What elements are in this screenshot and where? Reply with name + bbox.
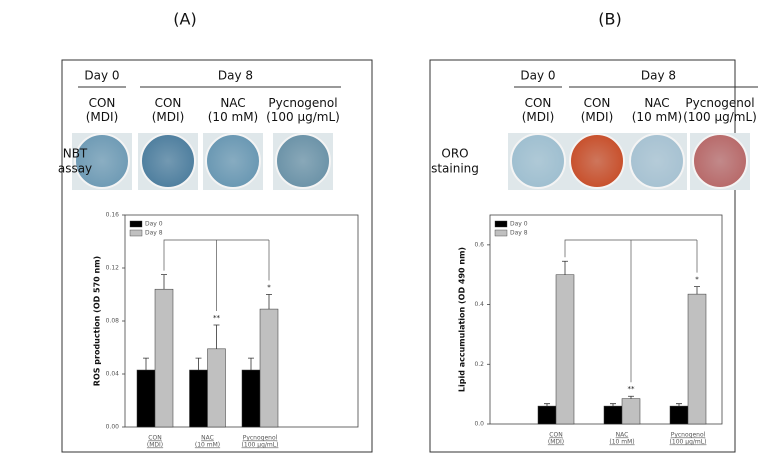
comparison-bracket xyxy=(163,239,270,311)
bar xyxy=(136,369,156,428)
legend-swatch xyxy=(129,229,143,237)
x-tick-label: Pycnogenol (100 μg/mL) xyxy=(242,434,279,448)
well xyxy=(629,133,685,189)
well xyxy=(205,133,261,189)
bar xyxy=(555,274,575,425)
bar xyxy=(154,288,174,428)
error-bar xyxy=(161,274,167,290)
y-tick-label: 0.2 xyxy=(474,361,484,368)
group-header: Day 0 xyxy=(520,69,555,83)
well-label: CON (MDI) xyxy=(86,96,119,124)
error-bar xyxy=(628,395,634,399)
error-bar xyxy=(694,286,700,295)
x-tick-label: NAC (10 mM) xyxy=(609,431,634,445)
row-label: NBT assay xyxy=(58,146,92,175)
y-axis-label: Lipid accumulation (OD 490 nm) xyxy=(458,247,467,392)
significance: * xyxy=(695,276,699,284)
group-header: Day 8 xyxy=(641,69,676,83)
error-bar xyxy=(266,294,272,310)
y-tick-label: 0.6 xyxy=(474,241,484,248)
bar xyxy=(259,308,279,428)
well xyxy=(140,133,196,189)
well-label: CON (MDI) xyxy=(522,96,555,124)
x-tick-label: CON (MDI) xyxy=(548,431,564,445)
comparison-bracket xyxy=(564,239,698,383)
bar xyxy=(241,369,261,428)
x-tick-label: Pycnogenol (100 μg/mL) xyxy=(670,431,707,445)
y-tick-label: 0.00 xyxy=(106,424,120,431)
significance: ** xyxy=(628,385,636,393)
well xyxy=(569,133,625,189)
error-bar xyxy=(544,403,550,407)
bar xyxy=(621,398,641,425)
well xyxy=(275,133,331,189)
panel-label: (A) xyxy=(173,10,196,29)
well-label: CON (MDI) xyxy=(581,96,614,124)
x-tick-label: CON (MDI) xyxy=(147,434,163,448)
plot-frame xyxy=(489,214,723,425)
group-header: Day 0 xyxy=(84,69,119,83)
legend-swatch xyxy=(129,220,143,228)
significance: * xyxy=(267,284,271,292)
well xyxy=(74,133,130,189)
well-label: CON (MDI) xyxy=(152,96,185,124)
error-bar xyxy=(562,260,568,275)
y-tick-label: 0.16 xyxy=(106,212,120,219)
panel-frame xyxy=(429,59,736,453)
bar xyxy=(687,293,707,425)
y-tick-label: 0.08 xyxy=(106,318,120,325)
legend-label: Day 0 xyxy=(145,221,163,228)
legend-label: Day 8 xyxy=(510,230,528,237)
well-label: NAC (10 mM) xyxy=(632,96,683,124)
significance: ** xyxy=(213,314,221,322)
row-label: ORO staining xyxy=(431,146,479,175)
error-bar xyxy=(676,403,682,407)
error-bar xyxy=(195,357,202,371)
well-label: Pycnogenol (100 μg/mL) xyxy=(683,96,757,124)
error-bar xyxy=(213,324,220,349)
well-label: NAC (10 mM) xyxy=(208,96,259,124)
bar xyxy=(603,405,623,425)
y-tick-label: 0.0 xyxy=(474,421,484,428)
legend-label: Day 0 xyxy=(510,221,528,228)
y-tick-label: 0.12 xyxy=(106,265,120,272)
legend-swatch xyxy=(494,229,508,237)
y-tick-label: 0.04 xyxy=(106,371,120,378)
bar xyxy=(537,405,557,425)
panel-label: (B) xyxy=(598,10,621,29)
error-bar xyxy=(248,357,254,371)
well xyxy=(692,133,748,189)
y-tick-label: 0.4 xyxy=(474,301,484,308)
error-bar xyxy=(143,357,149,371)
error-bar xyxy=(610,403,616,407)
well xyxy=(510,133,566,189)
legend-label: Day 8 xyxy=(145,230,163,237)
bar xyxy=(207,348,226,428)
y-axis-label: ROS production (OD 570 nm) xyxy=(93,256,102,386)
bar xyxy=(189,369,208,428)
well-label: Pycnogenol (100 μg/mL) xyxy=(266,96,340,124)
legend-swatch xyxy=(494,220,508,228)
x-tick-label: NAC (10 mM) xyxy=(195,434,220,448)
group-header: Day 8 xyxy=(218,69,253,83)
panel-frame xyxy=(61,59,373,453)
bar xyxy=(669,405,689,425)
